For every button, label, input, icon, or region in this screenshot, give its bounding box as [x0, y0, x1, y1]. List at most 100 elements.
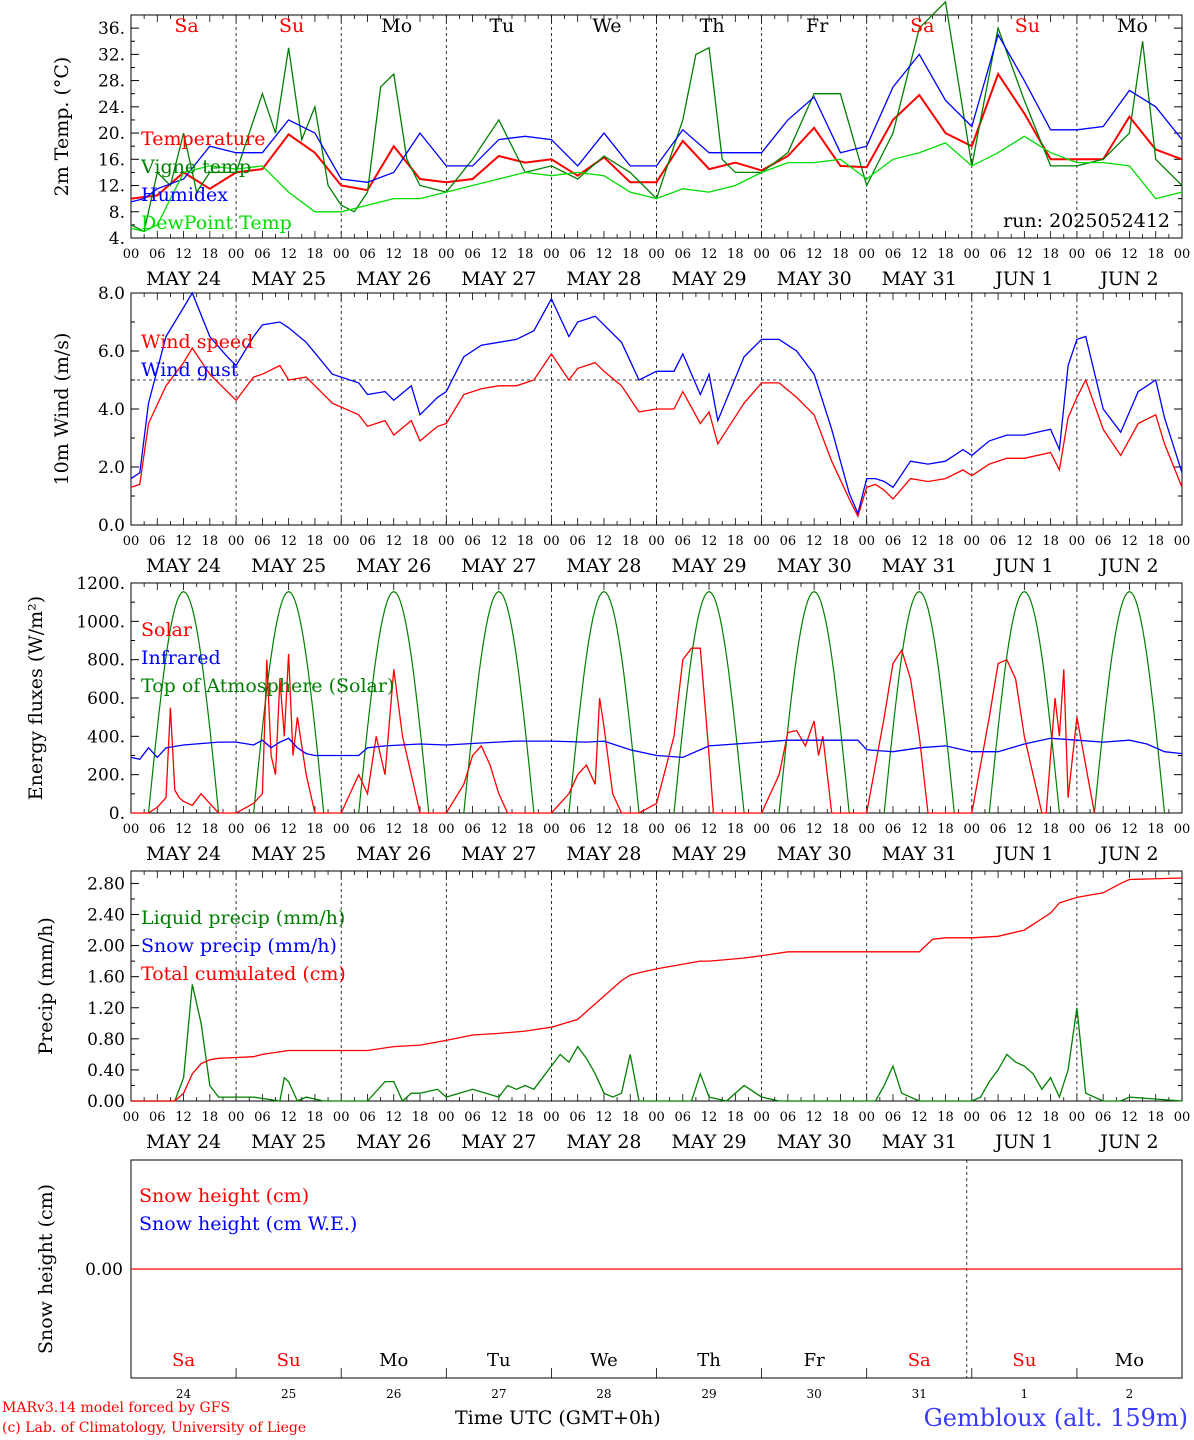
hour-tick-label: 00 [438, 1110, 455, 1125]
hour-tick-label: 18 [622, 534, 639, 549]
y-tick-label: 28. [98, 72, 125, 92]
hour-tick-label: 18 [937, 822, 954, 837]
hour-tick-label: 00 [964, 247, 981, 262]
day-name-label: Mo [379, 1350, 408, 1371]
y-tick-label: 12. [98, 177, 125, 197]
series-line-infrared [130, 737, 1183, 761]
legend-entry: Infrared [141, 647, 221, 669]
hour-tick-label: 00 [964, 822, 981, 837]
hour-tick-label: 18 [832, 1110, 849, 1125]
hour-tick-label: 00 [964, 1110, 981, 1125]
legend-entry: Total cumulated (cm) [141, 963, 346, 985]
hour-tick-label: 18 [1147, 247, 1164, 262]
hour-tick-label: 12 [806, 1110, 823, 1125]
hour-tick-label: 06 [359, 247, 376, 262]
hour-tick-label: 12 [491, 1110, 508, 1125]
y-tick-label: 0.40 [87, 1061, 125, 1081]
hour-tick-label: 00 [333, 534, 350, 549]
legend-entry: Humidex [141, 184, 228, 206]
hour-tick-label: 12 [1016, 534, 1033, 549]
day-name-label: Mo [1117, 15, 1148, 37]
hour-tick-label: 18 [727, 534, 744, 549]
y-tick-label: 2.80 [87, 874, 125, 894]
hour-tick-label: 18 [307, 1110, 324, 1125]
day-number-label: 27 [491, 1387, 506, 1401]
hour-tick-label: 00 [648, 1110, 665, 1125]
hour-tick-label: 00 [123, 247, 140, 262]
hour-tick-label: 12 [596, 822, 613, 837]
date-label: MAY 31 [882, 268, 957, 290]
hour-tick-label: 06 [1095, 247, 1112, 262]
date-label: MAY 25 [251, 268, 326, 290]
hour-tick-label: 06 [990, 822, 1007, 837]
y-axis-label: Snow height (cm) [35, 1184, 57, 1354]
day-name-label: Fr [804, 1350, 825, 1371]
date-label: MAY 24 [146, 555, 221, 577]
series-line-toa-solar [568, 590, 640, 814]
hour-tick-label: 06 [149, 1110, 166, 1125]
hour-tick-label: 18 [1147, 534, 1164, 549]
hour-tick-label: 12 [175, 534, 192, 549]
hour-tick-label: 06 [359, 822, 376, 837]
hour-tick-label: 00 [228, 247, 245, 262]
hour-tick-label: 06 [885, 247, 902, 262]
hour-tick-label: 00 [753, 1110, 770, 1125]
hour-tick-label: 18 [1042, 247, 1059, 262]
hour-tick-label: 00 [228, 534, 245, 549]
hour-tick-label: 06 [780, 534, 797, 549]
y-tick-label: 1.20 [87, 999, 125, 1019]
date-label: MAY 30 [777, 268, 852, 290]
hour-tick-label: 00 [123, 1110, 140, 1125]
day-name-label: Sa [172, 1350, 195, 1371]
hour-tick-label: 00 [1069, 1110, 1086, 1125]
date-label: MAY 31 [882, 843, 957, 865]
hour-tick-label: 00 [333, 1110, 350, 1125]
legend-entry: Temperature [141, 128, 265, 150]
hour-tick-label: 18 [202, 247, 219, 262]
series-line-temperature [130, 71, 1183, 200]
hour-tick-label: 18 [307, 534, 324, 549]
hour-tick-label: 06 [1095, 534, 1112, 549]
hour-tick-label: 06 [780, 822, 797, 837]
hour-tick-label: 00 [1069, 247, 1086, 262]
hour-tick-label: 12 [175, 247, 192, 262]
hour-tick-label: 00 [1174, 822, 1191, 837]
hour-tick-label: 12 [385, 822, 402, 837]
date-label: MAY 30 [777, 843, 852, 865]
hour-tick-label: 18 [412, 247, 429, 262]
lab-credit-line: (c) Lab. of Climatology, University of L… [2, 1420, 307, 1436]
hour-tick-label: 12 [175, 822, 192, 837]
hour-tick-label: 06 [569, 822, 586, 837]
hour-tick-label: 12 [1016, 1110, 1033, 1125]
hour-tick-label: 12 [491, 534, 508, 549]
series-line-humidex [130, 33, 1183, 203]
hour-tick-label: 18 [517, 1110, 534, 1125]
legend-entry: Wind gust [141, 359, 239, 381]
hour-tick-label: 18 [307, 822, 324, 837]
hour-tick-label: 06 [885, 534, 902, 549]
date-label: JUN 1 [993, 555, 1053, 577]
y-tick-label: 0.80 [87, 1030, 125, 1050]
hour-tick-label: 12 [491, 822, 508, 837]
hour-tick-label: 06 [1095, 1110, 1112, 1125]
y-tick-label: 16. [98, 150, 125, 170]
y-tick-label: 24. [98, 98, 125, 118]
hour-tick-label: 00 [1069, 822, 1086, 837]
hour-tick-label: 00 [858, 822, 875, 837]
day-number-label: 30 [807, 1387, 822, 1401]
hour-tick-label: 06 [464, 534, 481, 549]
hour-tick-label: 06 [149, 822, 166, 837]
hour-tick-label: 00 [333, 822, 350, 837]
legend-entry: Snow precip (mm/h) [141, 935, 337, 957]
hour-tick-label: 12 [806, 247, 823, 262]
y-tick-label: 8. [109, 203, 125, 223]
series-line-toa-solar [147, 590, 220, 814]
hour-tick-label: 12 [806, 534, 823, 549]
hour-tick-label: 12 [280, 1110, 297, 1125]
hour-tick-label: 12 [701, 1110, 718, 1125]
legend-entry: Top of Atmosphere (Solar) [141, 675, 394, 697]
hour-tick-label: 12 [385, 534, 402, 549]
hour-tick-label: 12 [280, 822, 297, 837]
hour-tick-label: 18 [832, 534, 849, 549]
hour-tick-label: 18 [202, 1110, 219, 1125]
